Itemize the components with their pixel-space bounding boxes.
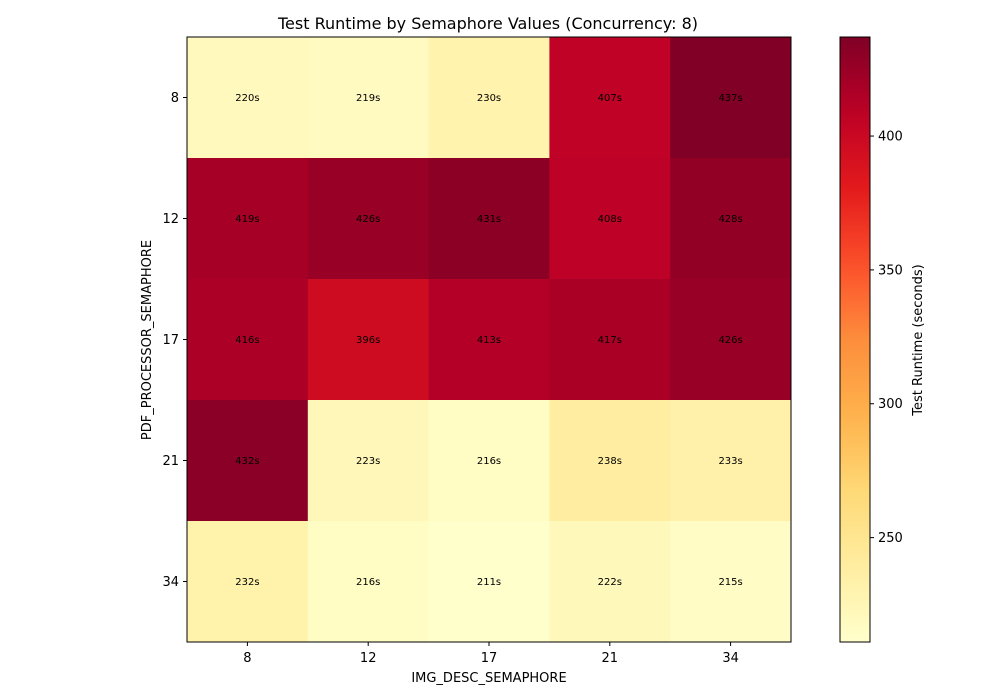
- heatmap-cell: [670, 521, 792, 643]
- heatmap-cell: [670, 400, 792, 522]
- colorbar-tick-label: 350: [878, 263, 903, 278]
- heatmap-cell: [428, 521, 550, 643]
- colorbar-tick-label: 400: [878, 130, 903, 145]
- cell-value-label: 417s: [598, 335, 622, 346]
- cell-value-label: 215s: [718, 577, 742, 588]
- colorbar-tick-label: 300: [878, 397, 903, 412]
- cell-value-label: 396s: [356, 335, 380, 346]
- y-tick-label: 34: [162, 575, 179, 590]
- heatmap-cell: [549, 521, 671, 643]
- colorbar-ticks: 250 300 350 400: [870, 130, 903, 546]
- x-axis-ticks: 8 12 17 21 34: [243, 642, 739, 666]
- y-axis-label: PDF_PROCESSOR_SEMAPHORE: [140, 240, 155, 440]
- heatmap-cell: [307, 279, 430, 401]
- heatmap-cell: [307, 400, 430, 522]
- cell-value-label: 413s: [477, 335, 501, 346]
- cell-value-label: 407s: [598, 93, 622, 104]
- heatmap-cell: [307, 158, 430, 280]
- heatmap-cell: [187, 521, 309, 643]
- colorbar: [839, 36, 871, 643]
- y-tick-label: 17: [162, 333, 179, 348]
- cell-value-label: 211s: [477, 577, 501, 588]
- heatmap-cell: [549, 37, 671, 159]
- heatmap-cell: [670, 279, 792, 401]
- heatmap-cell: [428, 400, 550, 522]
- cell-value-label: 238s: [598, 456, 622, 467]
- cell-value-label: 437s: [718, 93, 742, 104]
- chart-title: Test Runtime by Semaphore Values (Concur…: [277, 14, 698, 33]
- heatmap-cell: [549, 279, 671, 401]
- heatmap-cell: [549, 158, 671, 280]
- heatmap-cell: [187, 400, 309, 522]
- heatmap-cell: [428, 37, 550, 159]
- colorbar-label: Test Runtime (seconds): [911, 264, 926, 416]
- heatmap-cell: [670, 158, 792, 280]
- y-axis-ticks: 8 12 17 21 34: [162, 91, 187, 590]
- x-tick-label: 12: [360, 651, 377, 666]
- x-tick-label: 34: [722, 651, 739, 666]
- cell-value-label: 222s: [598, 577, 622, 588]
- x-tick-label: 21: [602, 651, 619, 666]
- plot-area: 220s 219s 230s 407s 437s 419s 426s 431s 408s 428s…: [187, 37, 792, 643]
- cell-value-label: 223s: [356, 456, 380, 467]
- x-tick-label: 17: [481, 651, 498, 666]
- cell-value-label: 216s: [356, 577, 380, 588]
- cell-value-label: 416s: [235, 335, 259, 346]
- heatmap-cell: [670, 37, 792, 159]
- cell-value-label: 216s: [477, 456, 501, 467]
- cell-value-label: 428s: [718, 214, 742, 225]
- cell-value-label: 432s: [235, 456, 259, 467]
- cell-value-label: 232s: [235, 577, 259, 588]
- cell-value-label: 426s: [356, 214, 380, 225]
- heatmap-cell: [187, 158, 309, 280]
- heatmap-cell: [187, 279, 309, 401]
- cell-value-label: 431s: [477, 214, 501, 225]
- y-tick-label: 12: [162, 212, 179, 227]
- cell-value-label: 230s: [477, 93, 501, 104]
- heatmap-cell: [428, 279, 550, 401]
- heatmap-cell: [428, 158, 550, 280]
- colorbar-tick-label: 250: [878, 531, 903, 546]
- y-tick-label: 8: [171, 91, 179, 106]
- cell-value-label: 233s: [718, 456, 742, 467]
- heatmap-cell: [307, 37, 430, 159]
- x-tick-label: 8: [243, 651, 251, 666]
- x-axis-label: IMG_DESC_SEMAPHORE: [411, 671, 566, 686]
- cell-value-label: 219s: [356, 93, 380, 104]
- y-tick-label: 21: [162, 454, 179, 469]
- cell-value-label: 426s: [718, 335, 742, 346]
- heatmap-cell: [307, 521, 430, 643]
- heatmap-cell: [549, 400, 671, 522]
- cell-value-label: 408s: [598, 214, 622, 225]
- heatmap-cell: [187, 37, 309, 159]
- cell-value-label: 220s: [235, 93, 259, 104]
- cell-value-label: 419s: [235, 214, 259, 225]
